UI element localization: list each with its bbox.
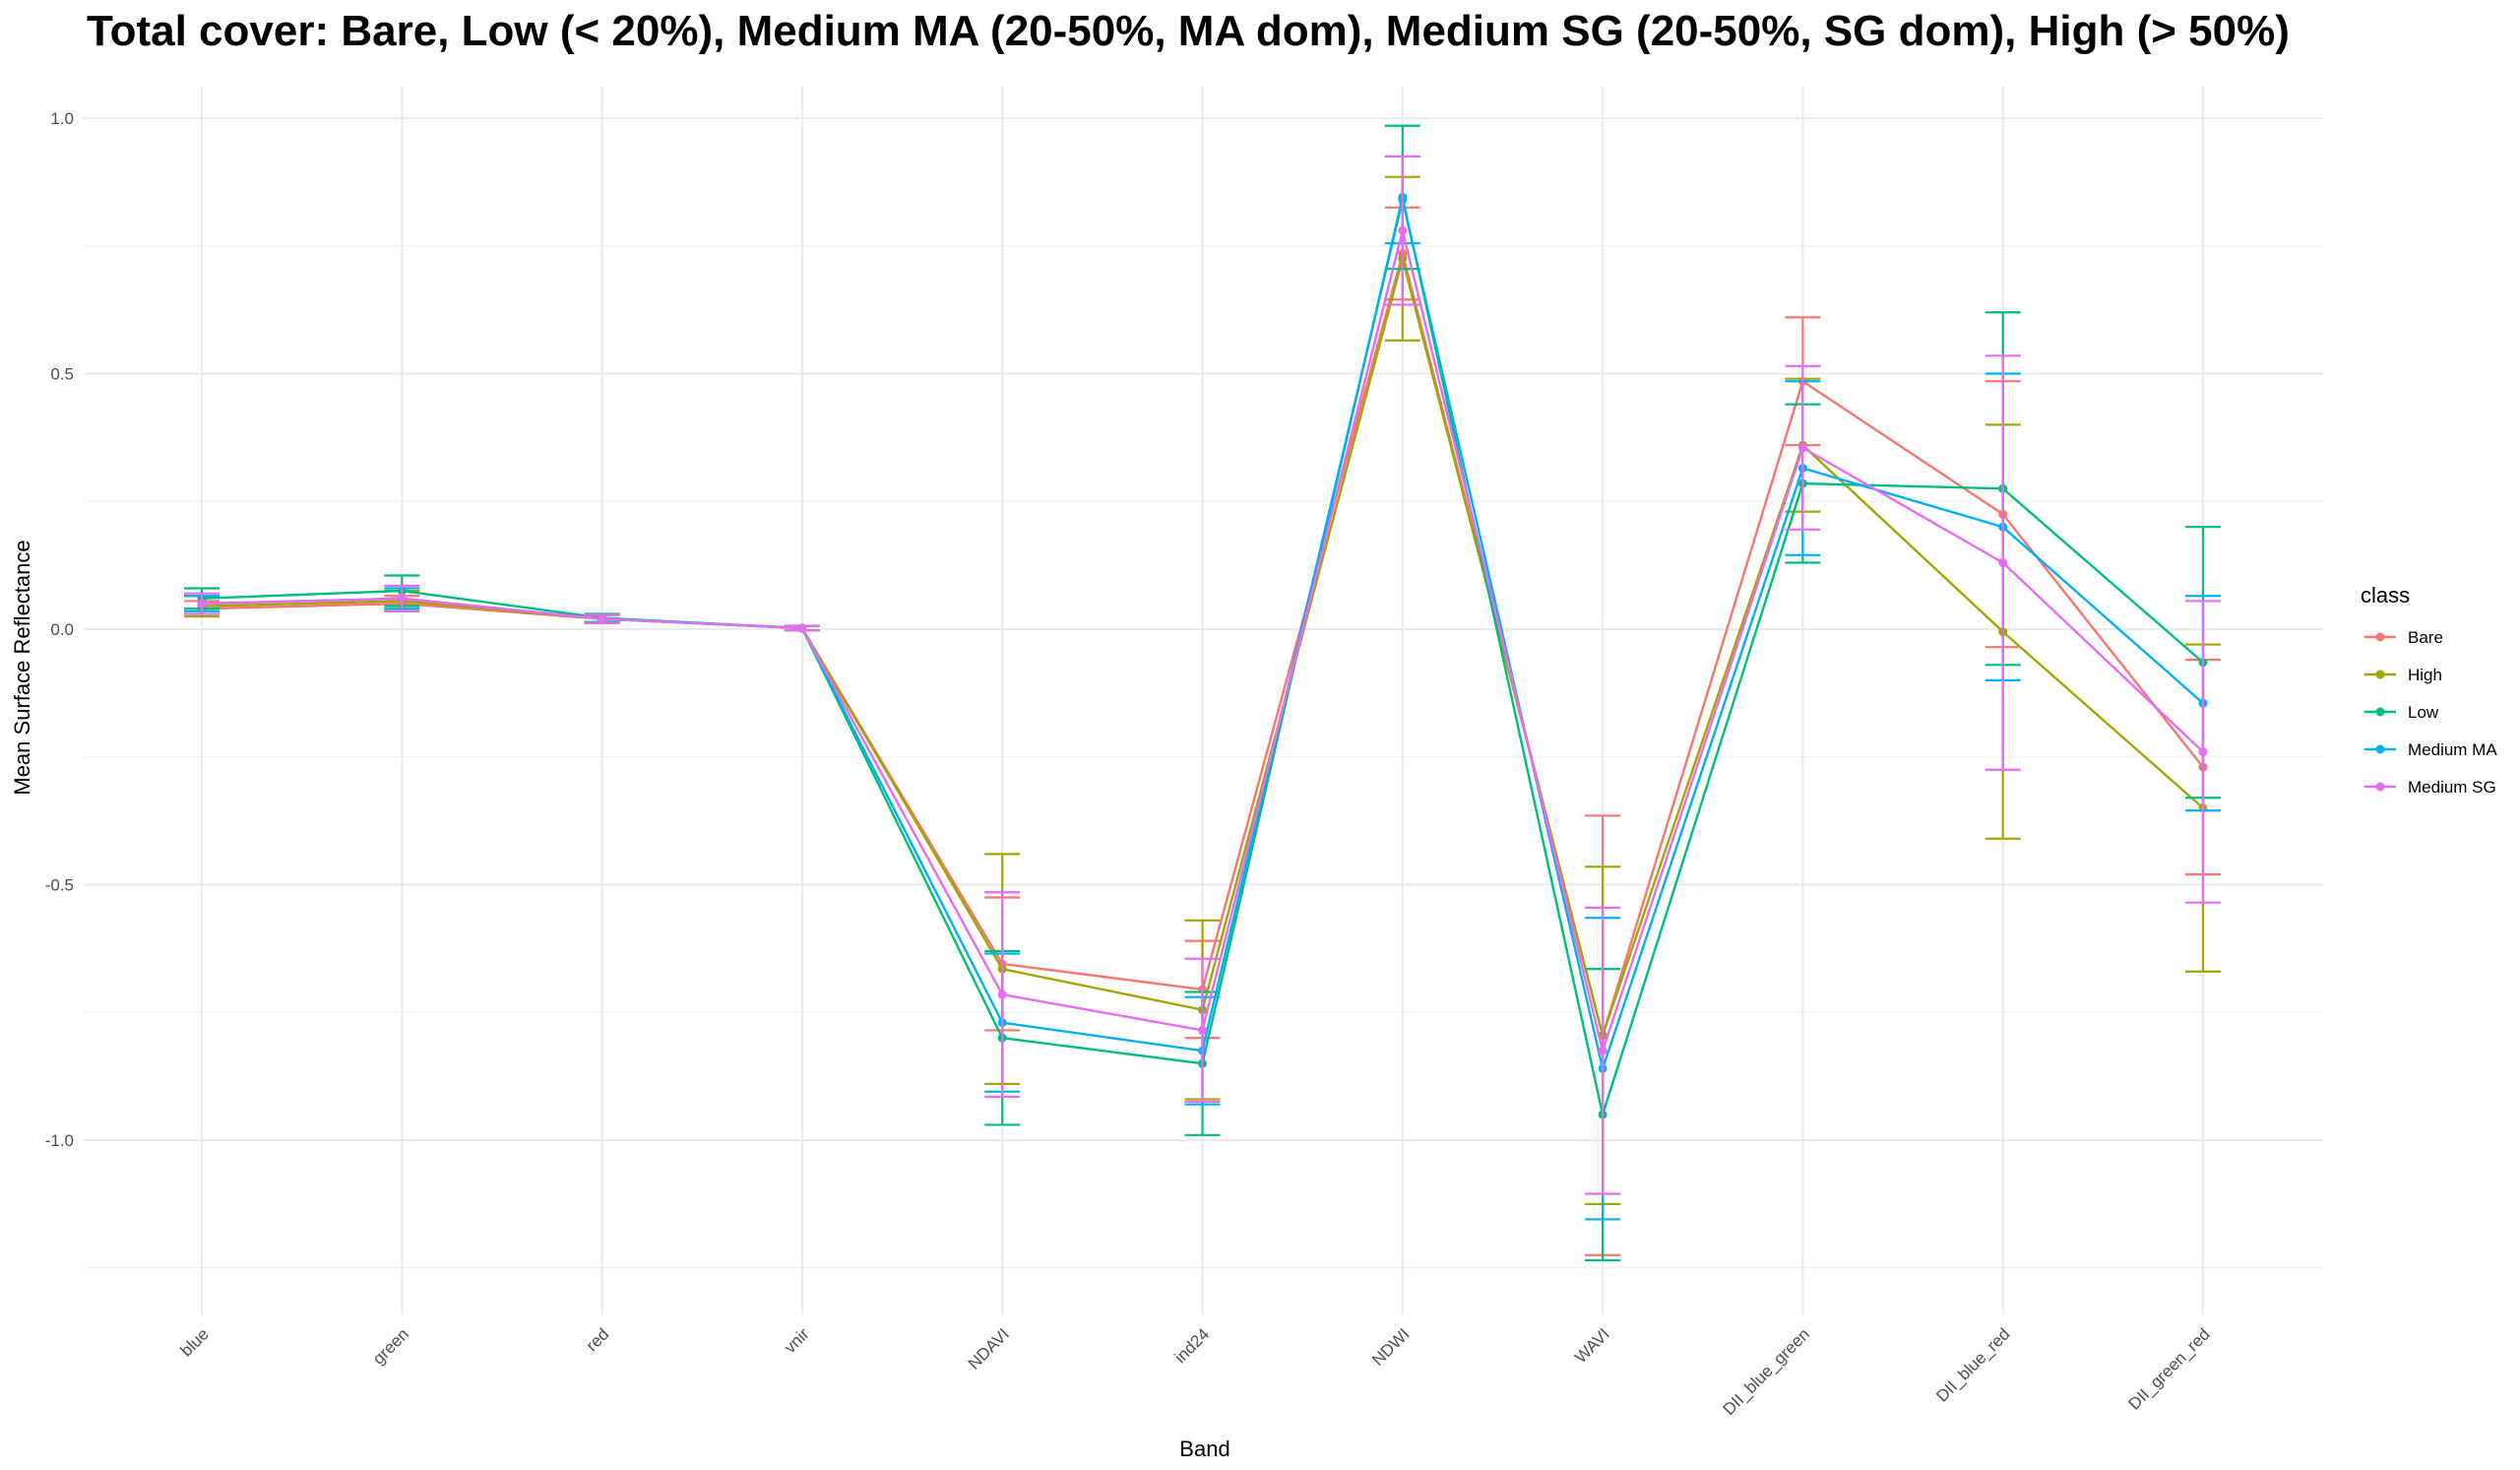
legend-item: Medium MA (2364, 740, 2497, 759)
legend-key-point (2375, 670, 2385, 679)
legend-item: High (2364, 666, 2442, 684)
legend-label: Low (2408, 703, 2439, 722)
legend-label: Bare (2408, 628, 2443, 647)
x-axis-ticks: blue green red vnir NDAVI ind24 NDWI WAVI DII_bl… (177, 1324, 2214, 1419)
data-point (797, 623, 807, 633)
y-tick-label: 1.0 (50, 109, 74, 128)
x-tick-label: red (583, 1324, 613, 1355)
legend-item: Low (2364, 703, 2439, 722)
data-point (1398, 225, 1408, 235)
x-tick-label: NDWI (1368, 1324, 1413, 1369)
data-point (1198, 1025, 1207, 1035)
x-tick-label: vnir (781, 1324, 813, 1357)
legend-key-point (2375, 782, 2385, 792)
x-tick-label: green (369, 1324, 412, 1368)
legend-label: Medium MA (2408, 740, 2497, 759)
x-tick-label: NDAVI (965, 1324, 1013, 1373)
legend-item: Bare (2364, 628, 2443, 647)
series-medium-sg (184, 155, 2221, 1195)
x-axis-title: Band (1179, 1437, 1229, 1461)
x-tick-label: blue (177, 1324, 213, 1360)
grid (84, 87, 2323, 1314)
legend-key-point (2375, 744, 2385, 754)
legend-key-point (2375, 707, 2385, 717)
y-tick-label: -1.0 (45, 1131, 74, 1150)
x-tick-label: ind24 (1170, 1324, 1213, 1367)
data-point (1998, 558, 2008, 568)
legend-title: class (2361, 583, 2410, 607)
x-tick-label: DII_blue_green (1720, 1324, 1814, 1419)
data-point (1598, 1046, 1607, 1055)
y-tick-label: -0.5 (45, 876, 74, 895)
legend-key-point (2375, 632, 2385, 642)
y-tick-label: 0.0 (50, 620, 74, 639)
y-tick-label: 0.5 (50, 365, 74, 384)
y-axis-title: Mean Surface Reflectance (10, 540, 34, 795)
x-tick-label: WAVI (1571, 1324, 1613, 1367)
data-point (1797, 443, 1807, 453)
chart-title: Total cover: Bare, Low (< 20%), Medium M… (87, 7, 2290, 55)
legend-label: High (2408, 666, 2442, 684)
legend-label: Medium SG (2408, 778, 2496, 797)
data-point (397, 594, 407, 604)
x-tick-label: DII_green_red (2125, 1324, 2214, 1413)
data-point (2198, 747, 2208, 757)
data-point (997, 990, 1007, 999)
series-layer (184, 124, 2221, 1262)
legend-item: Medium SG (2364, 778, 2496, 797)
y-axis-ticks: 1.0 0.5 0.0 -0.5 -1.0 (45, 109, 74, 1150)
data-point (197, 599, 207, 608)
legend: class Bare High Low Medium MA Medium SG (2361, 583, 2497, 797)
x-tick-label: DII_blue_red (1932, 1324, 2013, 1405)
data-point (598, 614, 607, 624)
